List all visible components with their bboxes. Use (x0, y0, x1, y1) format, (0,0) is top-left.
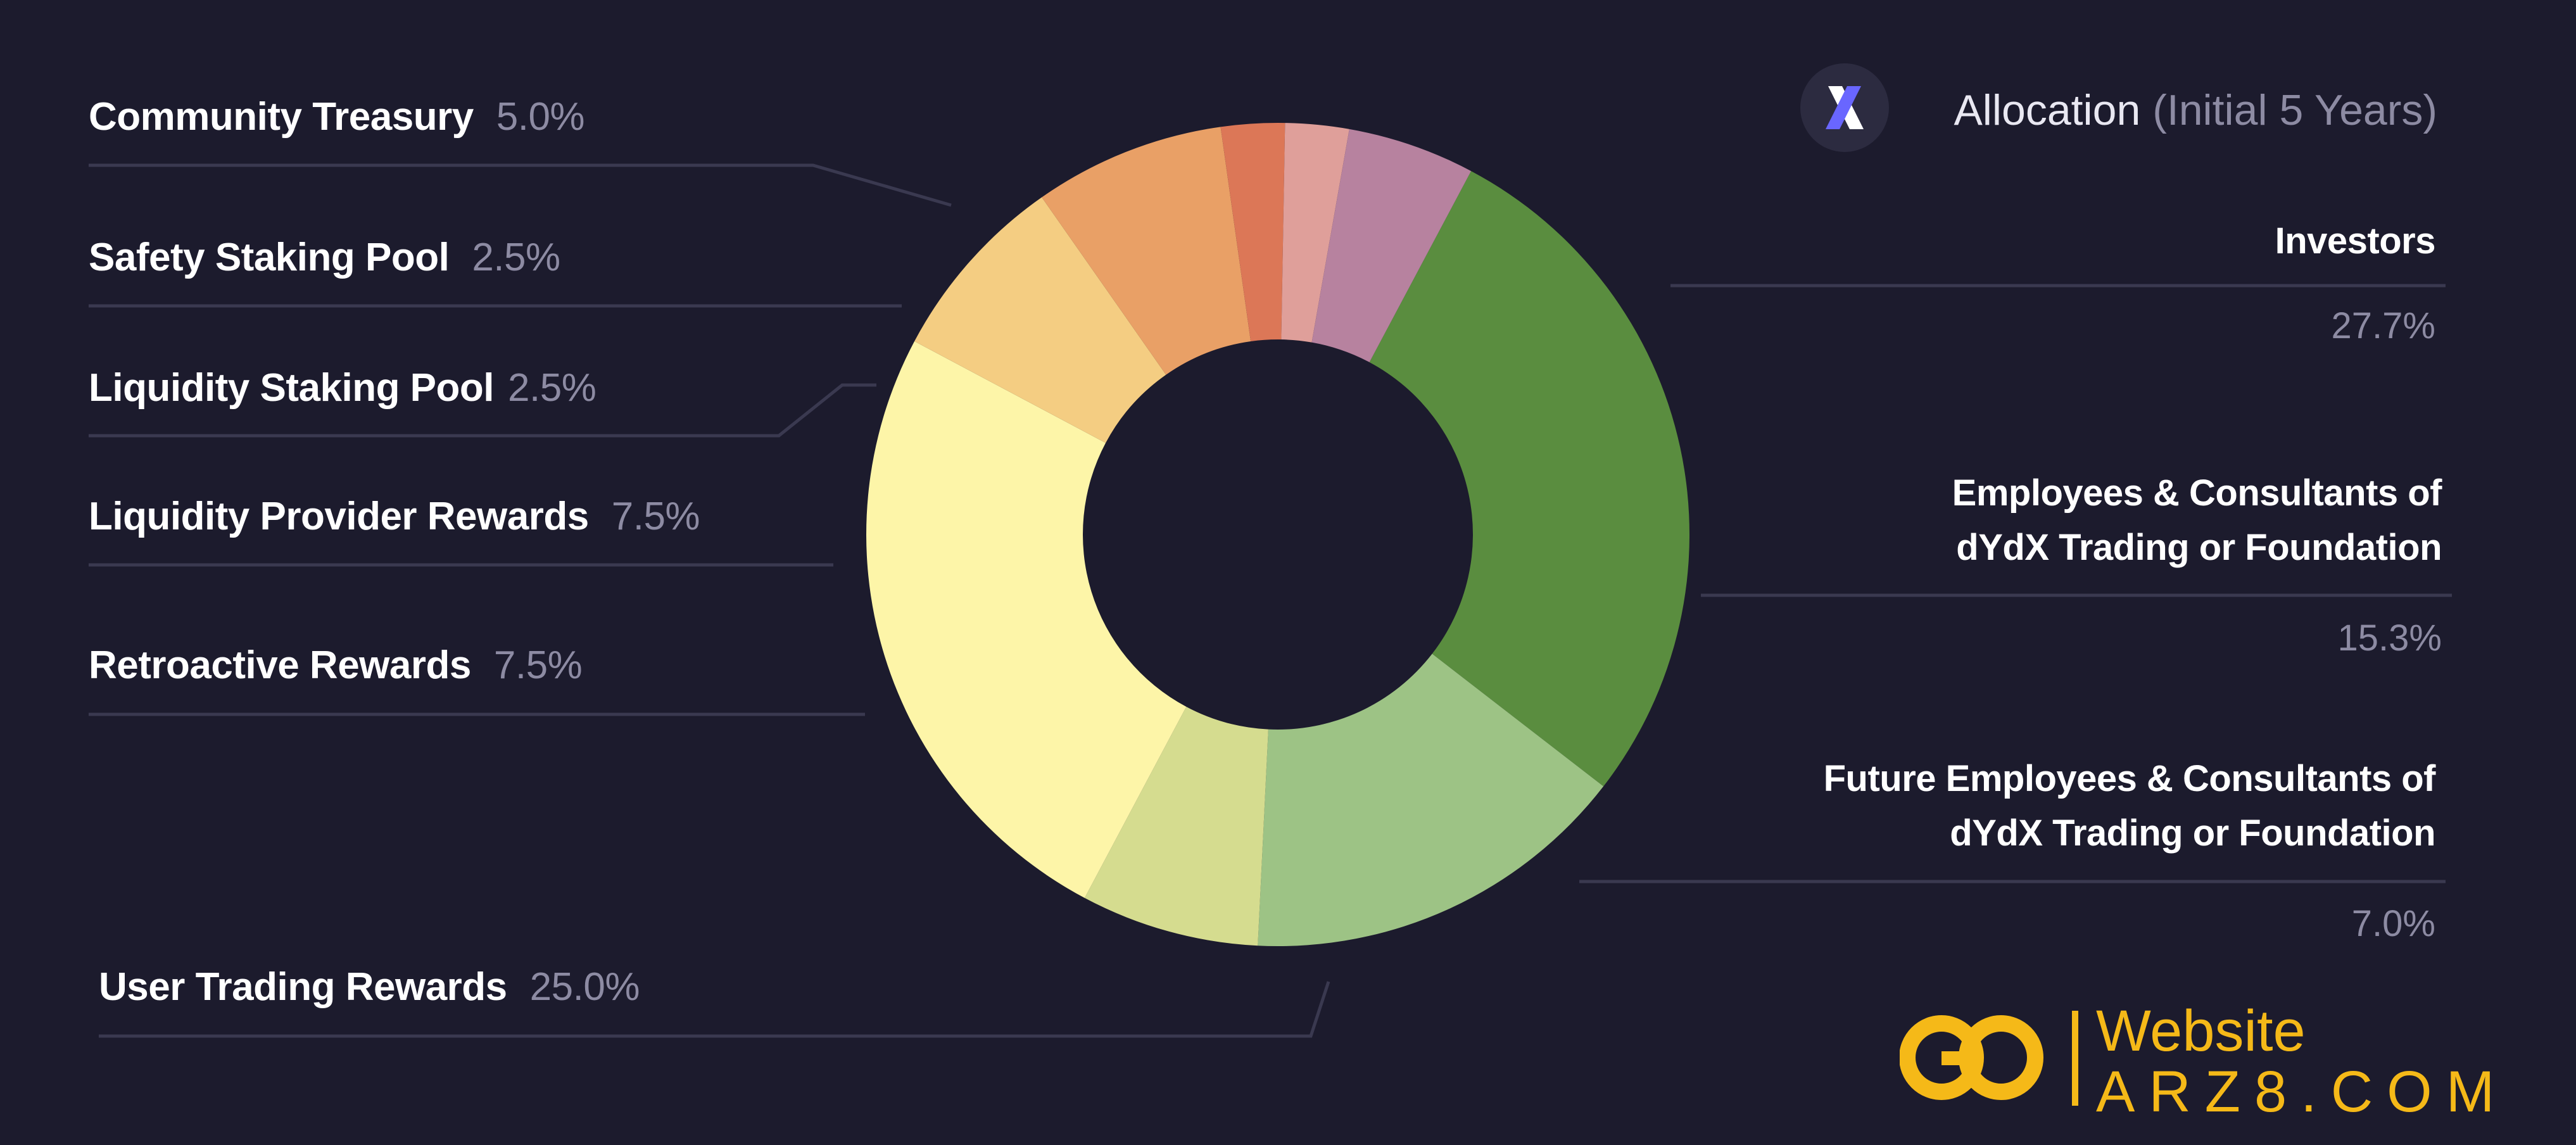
donut-slice-safety-staking-pool (1281, 123, 1349, 343)
category-label: Liquidity Provider Rewards (89, 495, 589, 538)
donut-slice-future-employees-consultants-of-dydx-trading-or-foundation (1084, 706, 1268, 946)
watermark-divider (2072, 1011, 2078, 1106)
donut-slice-liquidity-staking-pool (1220, 123, 1285, 341)
percent-label: 7.5% (493, 643, 583, 687)
donut-slice-liquidity-provider-rewards (1042, 127, 1251, 375)
title-main: Allocation (1954, 86, 2141, 134)
leader-line (89, 163, 952, 207)
dydx-logo-icon (1800, 63, 1889, 152)
watermark-text: Website ARZ8.COM (2096, 1001, 2508, 1122)
label-liquidity-staking-pool: Liquidity Staking Pool 2.5% (89, 361, 597, 415)
donut-slice-employees-consultants-of-dydx-trading-or-foundation (1258, 654, 1604, 946)
leader-lines (89, 163, 2452, 1038)
label-employees-consultants: Employees & Consultants of dYdX Trading … (1952, 466, 2442, 575)
category-label: Community Treasury (89, 95, 474, 139)
donut-slice-user-trading-rewards (866, 341, 1187, 898)
category-label: Safety Staking Pool (89, 236, 450, 279)
donut-slice-community-treasury (1311, 129, 1472, 363)
percent-label: 2.5% (508, 366, 597, 410)
category-label-line1: Future Employees & Consultants of (1823, 758, 2436, 799)
label-safety-staking-pool: Safety Staking Pool 2.5% (89, 231, 560, 285)
category-label-line1: Employees & Consultants of (1952, 472, 2442, 514)
category-label-line2: dYdX Trading or Foundation (1956, 527, 2442, 568)
watermark-line2: ARZ8.COM (2096, 1060, 2509, 1124)
leader-line (99, 981, 1330, 1038)
watermark-logo-icon (1900, 1015, 2043, 1100)
label-community-treasury: Community Treasury 5.0% (89, 90, 585, 144)
label-investors: Investors (2275, 214, 2436, 269)
percent-label-employees-consultants: 15.3% (2337, 617, 2442, 659)
percent-label-future-employees-consultants: 7.0% (2351, 903, 2435, 944)
chart-title: Allocation (Initial 5 Years) (1954, 81, 2437, 139)
label-liquidity-provider-rewards: Liquidity Provider Rewards 7.5% (89, 490, 700, 544)
category-label: Investors (2275, 220, 2436, 262)
title-subtitle: (Initial 5 Years) (2152, 86, 2437, 134)
category-label-line2: dYdX Trading or Foundation (1950, 813, 2435, 854)
category-label: Liquidity Staking Pool (89, 366, 495, 410)
category-label: Retroactive Rewards (89, 643, 471, 687)
donut-slice-investors (1369, 171, 1689, 787)
category-label: User Trading Rewards (99, 965, 507, 1009)
percent-label: 25.0% (529, 965, 640, 1009)
percent-label-investors: 27.7% (2331, 305, 2435, 346)
label-future-employees-consultants: Future Employees & Consultants of dYdX T… (1823, 752, 2436, 861)
percent-label: 5.0% (496, 95, 585, 139)
leader-line (89, 383, 876, 438)
donut-slice-retroactive-rewards (914, 197, 1166, 443)
watermark-line1: Website (2096, 999, 2306, 1063)
label-user-trading-rewards: User Trading Rewards 25.0% (99, 960, 640, 1015)
percent-label: 7.5% (611, 495, 700, 538)
label-retroactive-rewards: Retroactive Rewards 7.5% (89, 638, 583, 693)
percent-label: 2.5% (472, 236, 560, 279)
